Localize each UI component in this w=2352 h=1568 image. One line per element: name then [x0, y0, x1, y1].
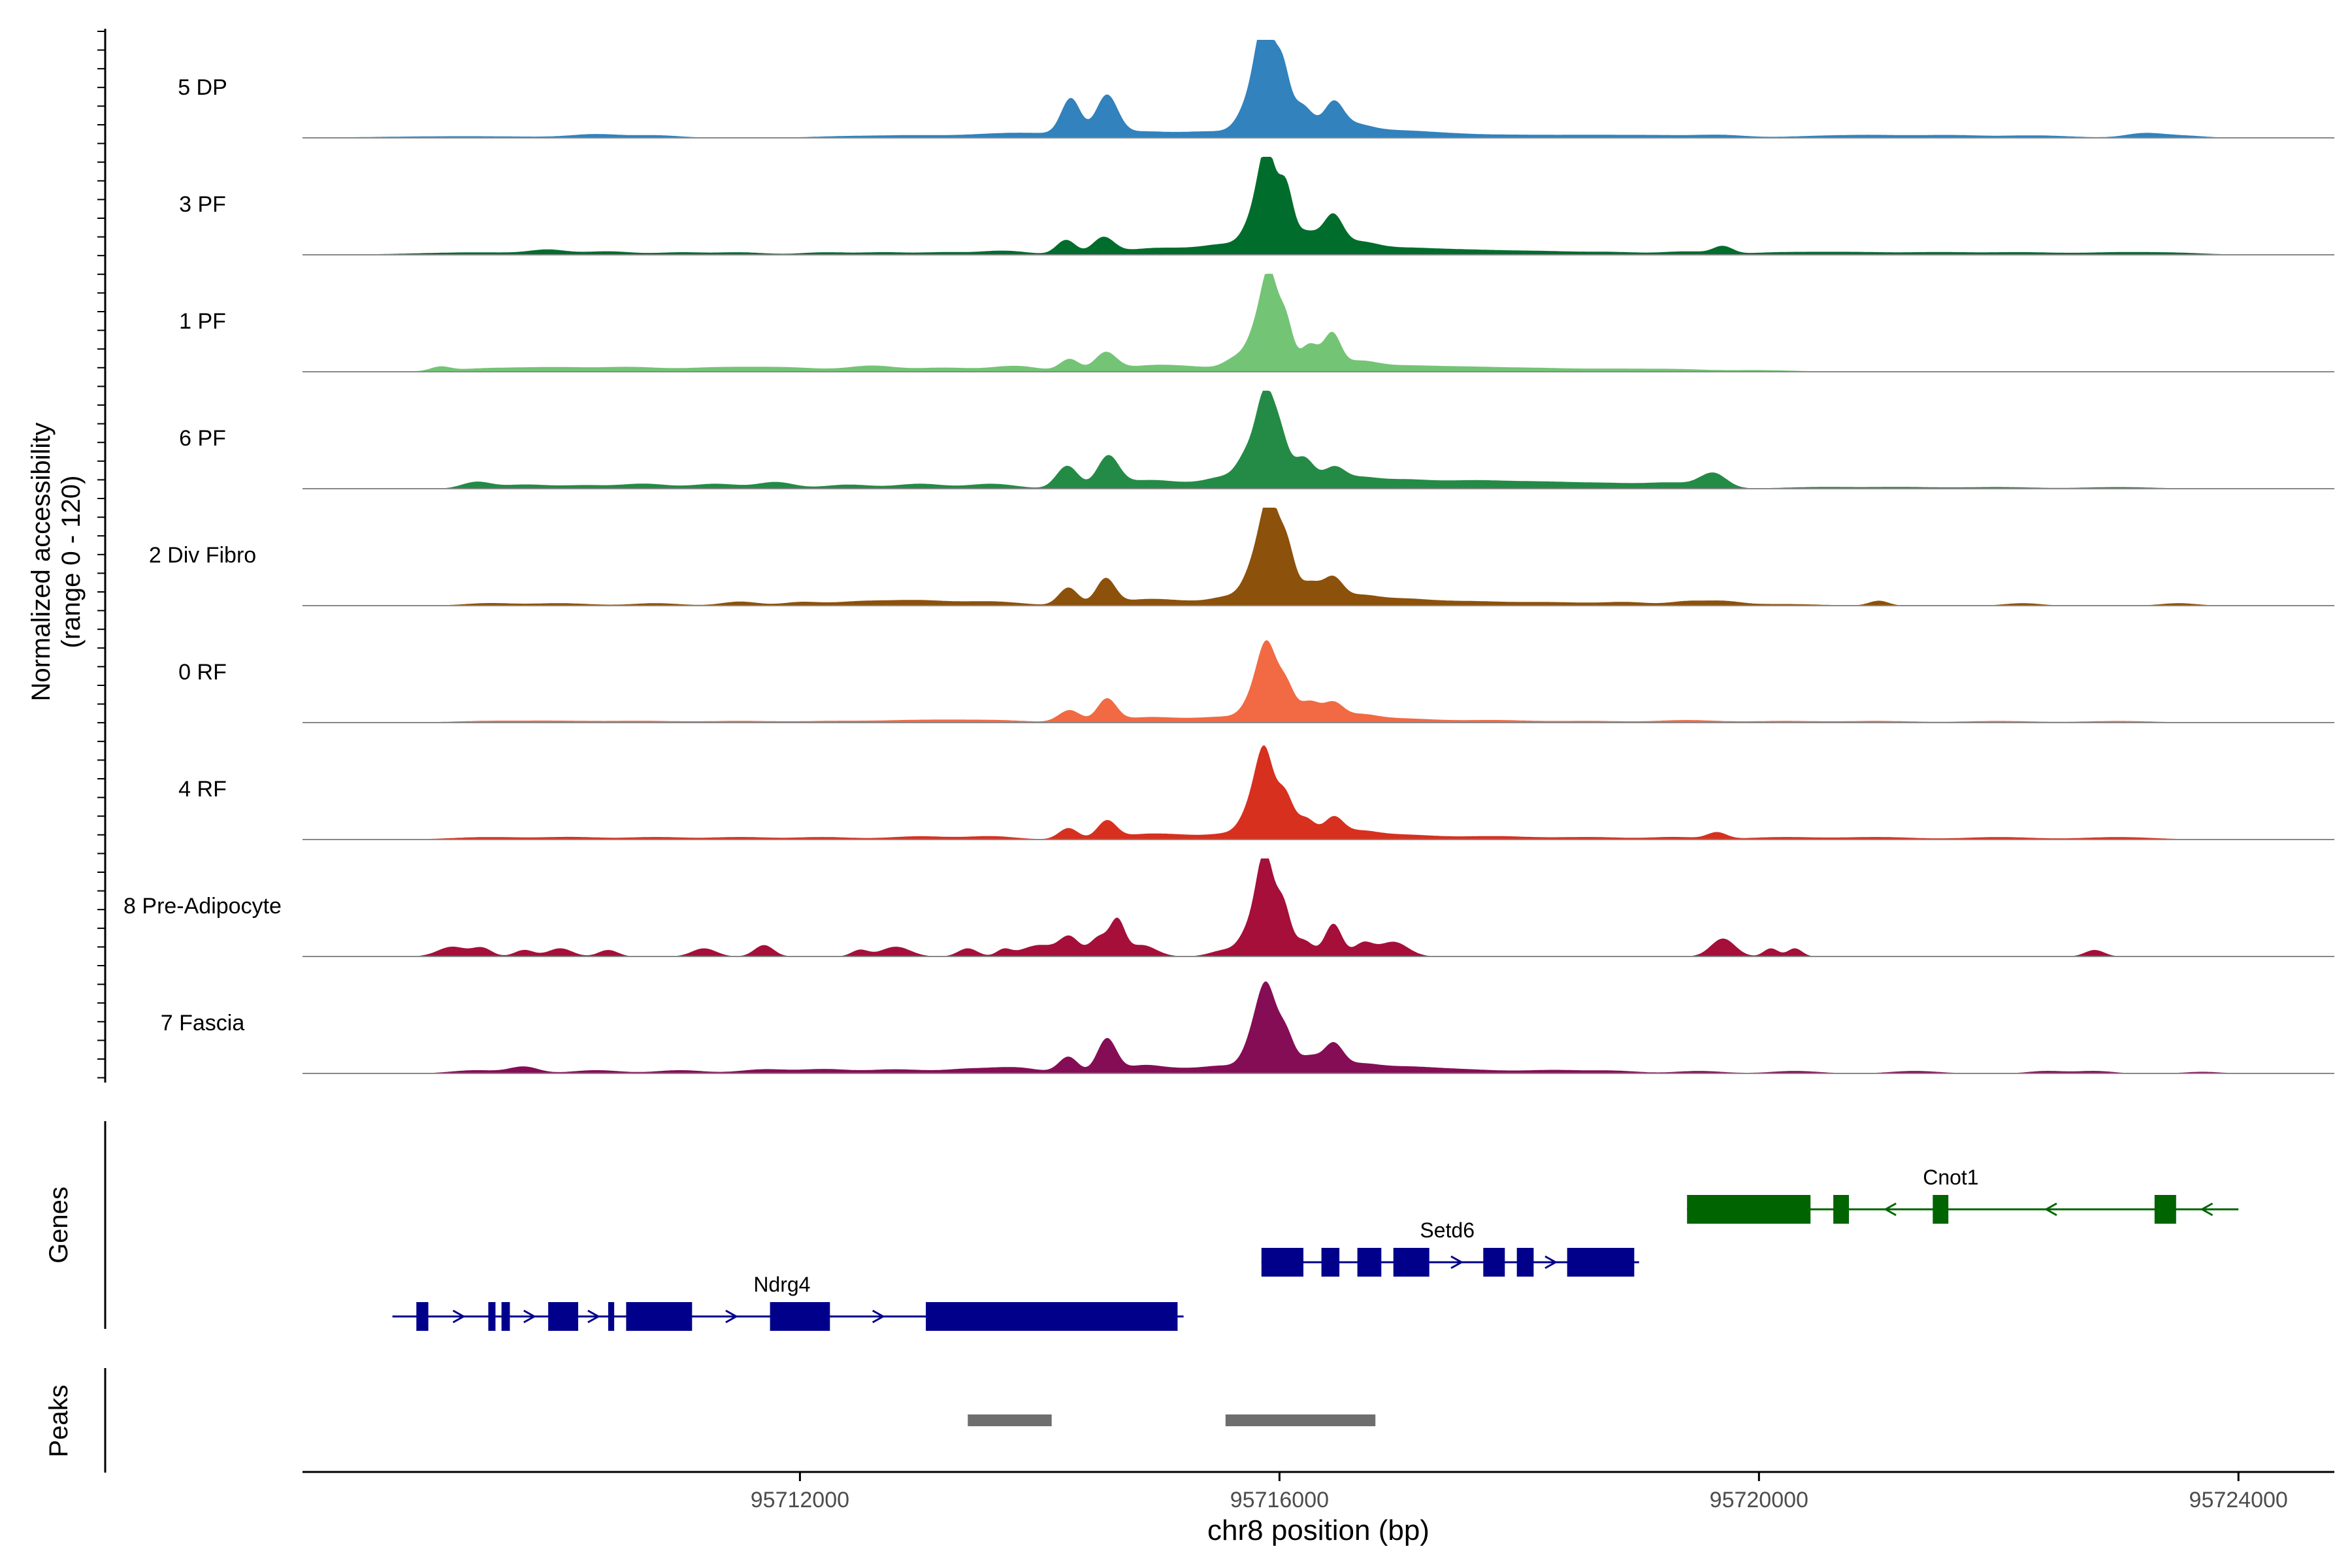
coverage-area: [302, 391, 2334, 489]
strand-arrow: [725, 1309, 738, 1324]
track-label: 5 DP: [178, 75, 227, 100]
track-0-rf: 0 RF: [178, 640, 2334, 723]
strand-arrow: [2200, 1202, 2213, 1217]
track-label: 6 PF: [179, 426, 226, 451]
gene-exon: [608, 1302, 615, 1331]
x-tick-label: 95724000: [2189, 1488, 2288, 1512]
gene-exon: [416, 1302, 429, 1331]
gene-exon: [626, 1302, 693, 1331]
gene-setd6: Setd6: [1261, 1218, 1639, 1277]
gene-exon: [501, 1302, 510, 1331]
gene-exon: [1833, 1195, 1849, 1224]
x-tick-label: 95712000: [751, 1488, 849, 1512]
track-7-fascia: 7 Fascia: [161, 981, 2334, 1074]
coverage-tracks: 5 DP 3 PF 1 PF 6 PF 2 Div Fibro 0 RF 4 RF 8 Pre…: [123, 40, 2334, 1074]
y-axis-label-line2: (range 0 - 120): [57, 476, 86, 649]
track-3-pf: 3 PF: [179, 157, 2334, 255]
gene-exon: [1261, 1248, 1303, 1277]
coverage-area: [302, 745, 2334, 840]
gene-ndrg4: Ndrg4: [392, 1273, 1184, 1331]
strand-arrow: [1884, 1202, 1897, 1217]
coverage-area: [302, 508, 2334, 606]
track-label: 8 Pre-Adipocyte: [123, 894, 282, 919]
gene-label: Cnot1: [1923, 1166, 1978, 1189]
track-label: 1 PF: [179, 309, 226, 334]
strand-arrow: [452, 1309, 466, 1324]
gene-exon: [1483, 1248, 1505, 1277]
gene-exon: [1933, 1195, 1949, 1224]
strand-arrow: [1544, 1255, 1558, 1269]
y-axis-label-line1: Normalized accessibility: [27, 423, 56, 702]
strand-arrow: [2044, 1202, 2057, 1217]
coverage-area: [302, 157, 2334, 255]
y-axis-ticks: [97, 31, 105, 1079]
track-label: 3 PF: [179, 192, 226, 217]
gene-exon: [1321, 1248, 1340, 1277]
strand-arrow: [872, 1309, 885, 1324]
gene-exon: [1357, 1248, 1382, 1277]
track-label: 2 Div Fibro: [149, 543, 256, 568]
coverage-area: [302, 858, 2334, 956]
genes-label: Genes: [44, 1186, 73, 1264]
coverage-area: [302, 981, 2334, 1073]
strand-arrow: [523, 1309, 536, 1324]
genes-track: Ndrg4 Setd6 Cnot1: [392, 1166, 2239, 1331]
x-tick-label: 95716000: [1230, 1488, 1329, 1512]
track-6-pf: 6 PF: [179, 391, 2334, 489]
peak-region-bar: [1225, 1414, 1376, 1426]
peak-region-bar: [968, 1414, 1052, 1426]
x-axis: 95712000 95716000 95720000 95724000: [751, 1472, 2288, 1512]
track-8-pre-adipocyte: 8 Pre-Adipocyte: [123, 858, 2334, 957]
gene-exon: [1516, 1248, 1534, 1277]
gene-label: Ndrg4: [753, 1273, 810, 1296]
track-label: 7 Fascia: [161, 1011, 245, 1036]
track-label: 0 RF: [178, 660, 227, 685]
gene-cnot1: Cnot1: [1687, 1166, 2239, 1224]
track-label: 4 RF: [178, 777, 227, 802]
gene-exon: [1567, 1248, 1635, 1277]
track-1-pf: 1 PF: [179, 274, 2334, 372]
peaks-label: Peaks: [44, 1384, 73, 1457]
strand-arrow: [1450, 1255, 1464, 1269]
peaks-track: [968, 1414, 1376, 1426]
coverage-area: [302, 274, 2334, 372]
gene-label: Setd6: [1420, 1218, 1475, 1242]
gene-exon: [548, 1302, 578, 1331]
gene-exon: [488, 1302, 496, 1331]
gene-exon: [926, 1302, 1178, 1331]
coverage-area: [302, 40, 2334, 138]
x-axis-label: chr8 position (bp): [1207, 1514, 1429, 1546]
x-tick-label: 95720000: [1710, 1488, 1808, 1512]
strand-arrow: [587, 1309, 600, 1324]
track-5-dp: 5 DP: [178, 40, 2334, 139]
track-4-rf: 4 RF: [178, 745, 2334, 840]
gene-exon: [770, 1302, 830, 1331]
gene-exon: [1687, 1195, 1811, 1224]
gene-exon: [2154, 1195, 2176, 1224]
coverage-area: [302, 640, 2334, 723]
track-2-div-fibro: 2 Div Fibro: [149, 508, 2334, 606]
gene-exon: [1393, 1248, 1429, 1277]
